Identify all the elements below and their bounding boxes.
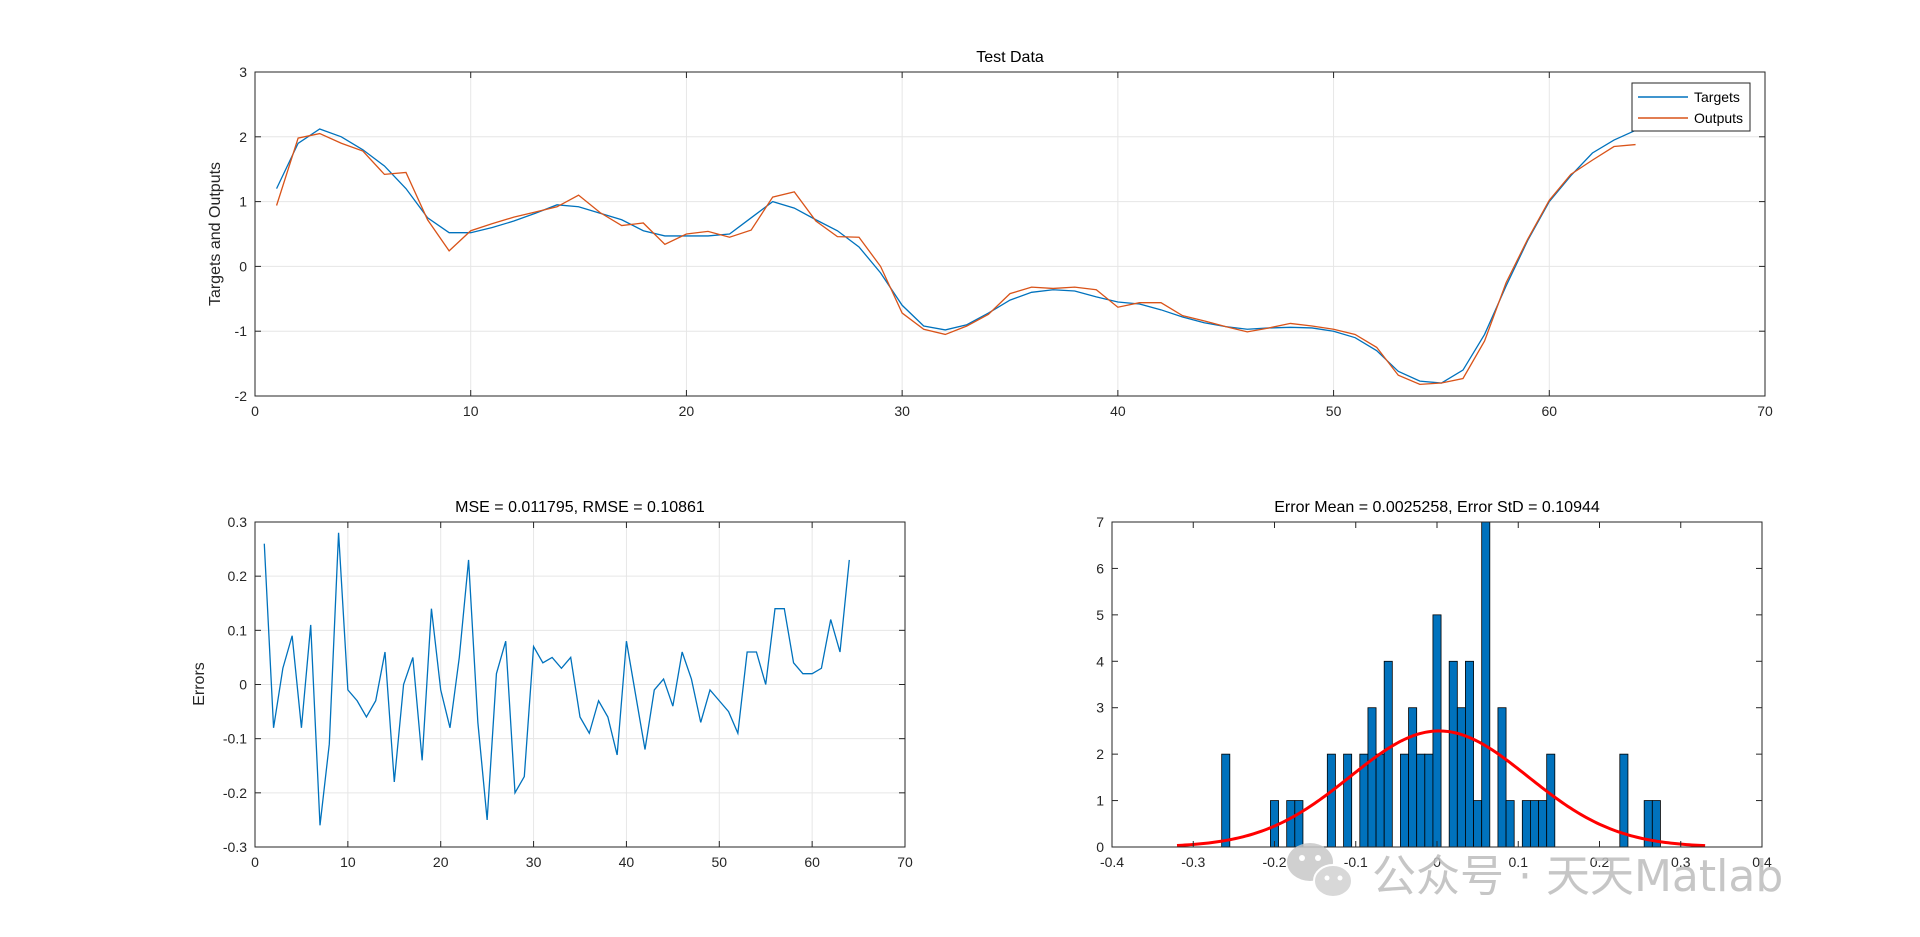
watermark-text: 公众号 · 天天Matlab (1372, 851, 1783, 902)
histogram-bar (1456, 707, 1466, 848)
x-tick-label: 60 (804, 854, 820, 870)
histogram-bar (1294, 800, 1304, 848)
chart-title: MSE = 0.011795, RMSE = 0.10861 (455, 499, 705, 516)
axes-box (254, 71, 1766, 397)
y-tick-label: 0 (239, 258, 247, 274)
x-tick-label: -0.4 (1100, 854, 1124, 870)
y-tick-label: 0 (239, 677, 247, 693)
x-tick-label: 0 (1433, 854, 1441, 870)
ticks: 0 10 20 30 40 50 60 70 -0.3 -0.2 -0.1 0 0.1 0.2 0.3 (223, 514, 913, 870)
axes-error-histogram: -0.4 -0.3 -0.2 -0.1 0 0.1 0.2 0.3 0.4 0 1 2 3 4 5 6 7 Er… (1096, 499, 1772, 870)
x-tick-label: -0.2 (1262, 854, 1286, 870)
y-tick-label: -0.1 (223, 731, 247, 747)
y-tick-label: 7 (1096, 514, 1104, 530)
axes-test-data: 0 10 20 30 40 50 60 70 -2 -1 0 1 2 3 Test Data Target… (207, 49, 1773, 419)
y-tick-label: 0.2 (228, 568, 248, 584)
y-tick-label: 2 (1096, 746, 1104, 762)
y-tick-label: 4 (1096, 653, 1104, 669)
histogram-bar (1221, 753, 1231, 848)
x-tick-label: -0.1 (1344, 854, 1368, 870)
histogram-bar (1538, 800, 1548, 848)
y-tick-label: 1 (1096, 793, 1104, 809)
x-tick-label: 40 (619, 854, 635, 870)
histogram-bar (1400, 753, 1409, 848)
histogram-bar (1375, 753, 1385, 848)
histogram-bar (1465, 660, 1474, 848)
x-tick-label: 30 (526, 854, 542, 870)
x-tick-label: 70 (897, 854, 913, 870)
legend-label-targets: Targets (1694, 89, 1740, 105)
histogram-bar (1481, 521, 1491, 848)
x-tick-label: 60 (1541, 403, 1557, 419)
chart-title: Error Mean = 0.0025258, Error StD = 0.10… (1274, 499, 1600, 516)
x-tick-label: 0 (251, 403, 259, 419)
x-tick-label: 50 (1326, 403, 1342, 419)
histogram-bar (1448, 660, 1458, 848)
histogram-bar (1416, 753, 1426, 848)
x-tick-label: 40 (1110, 403, 1126, 419)
x-tick-label: 50 (711, 854, 727, 870)
series-line-outputs (275, 132, 1636, 385)
histogram-bar (1473, 800, 1483, 848)
series-line (263, 532, 850, 826)
x-tick-label: 0.1 (1509, 854, 1529, 870)
plot-area (255, 72, 1765, 396)
histogram-bar (1505, 800, 1515, 848)
grid (254, 521, 906, 848)
y-axis-label: Targets and Outputs (207, 162, 224, 306)
y-tick-label: 3 (239, 64, 247, 80)
histogram-bar (1530, 800, 1539, 848)
legend-label-outputs: Outputs (1694, 110, 1743, 126)
chart-title: Test Data (976, 49, 1044, 66)
x-tick-label: 30 (894, 403, 910, 419)
ticks: 0 10 20 30 40 50 60 70 -2 -1 0 1 2 3 (235, 64, 1773, 419)
x-tick-label: 0 (251, 854, 259, 870)
legend-box (1631, 82, 1751, 132)
series-lines (275, 128, 1636, 385)
x-tick-label: 20 (433, 854, 449, 870)
x-tick-label: 0.4 (1752, 854, 1772, 870)
y-tick-label: 0 (1096, 839, 1104, 855)
x-tick-label: -0.3 (1181, 854, 1205, 870)
histogram-bar (1521, 800, 1531, 848)
histogram-bar (1546, 753, 1556, 848)
series-lines (263, 532, 850, 826)
x-tick-label: 70 (1757, 403, 1773, 419)
y-tick-label: 5 (1096, 607, 1104, 623)
wechat-icon (1287, 843, 1353, 898)
watermark: 公众号 · 天天Matlab (1287, 843, 1783, 902)
histogram-bar (1367, 707, 1377, 848)
histogram-bar (1497, 707, 1507, 848)
histogram-bar (1408, 707, 1418, 848)
series-line-targets (275, 128, 1636, 384)
y-tick-label: -1 (235, 323, 248, 339)
y-tick-label: -0.2 (223, 785, 247, 801)
x-tick-label: 0.2 (1590, 854, 1610, 870)
x-tick-label: 10 (340, 854, 356, 870)
y-tick-label: 0.3 (228, 514, 248, 530)
y-tick-label: 1 (239, 194, 247, 210)
x-tick-label: 10 (463, 403, 479, 419)
legend: Targets Outputs (1631, 82, 1751, 132)
y-tick-label: -2 (235, 388, 248, 404)
y-tick-label: 2 (239, 129, 247, 145)
histogram-bar (1286, 800, 1296, 848)
y-axis-label: Errors (191, 662, 208, 706)
x-tick-label: 20 (679, 403, 695, 419)
axes-errors: 0 10 20 30 40 50 60 70 -0.3 -0.2 -0.1 0 0.1 0.2 0.3 MS… (191, 499, 913, 870)
normal-fit-curve (1176, 729, 1706, 848)
x-tick-label: 0.3 (1671, 854, 1691, 870)
y-tick-label: 3 (1096, 700, 1104, 716)
histogram-bar (1343, 753, 1353, 848)
histogram-bars (1221, 521, 1661, 848)
ticks: -0.4 -0.3 -0.2 -0.1 0 0.1 0.2 0.3 0.4 0 1 2 3 4 5 6 7 (1096, 514, 1772, 870)
y-tick-label: -0.3 (223, 839, 247, 855)
histogram-bar (1424, 753, 1434, 848)
normal-fit-line (1176, 729, 1706, 848)
y-tick-label: 6 (1096, 560, 1104, 576)
histogram-bar (1383, 660, 1393, 848)
histogram-bar (1326, 753, 1336, 848)
y-tick-label: 0.1 (228, 622, 248, 638)
